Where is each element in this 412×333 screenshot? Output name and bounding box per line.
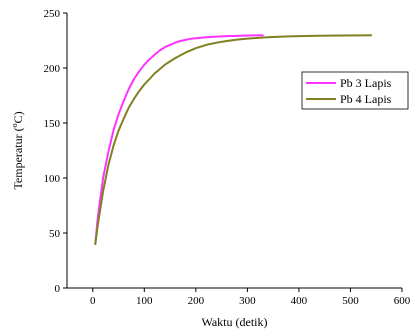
y-ticks: 0 50 100 150 200 250 [44, 8, 67, 295]
x-tick-label: 300 [239, 295, 256, 307]
y-tick-label: 0 [55, 283, 61, 295]
axes [66, 13, 402, 289]
x-ticks: 0 100 200 300 400 500 600 [90, 288, 411, 307]
x-tick-label: 200 [188, 295, 205, 307]
y-tick-label: 50 [49, 228, 61, 240]
x-axis-title: Waktu (detik) [201, 315, 267, 329]
y-axis-title: Temperatur (oC) [10, 111, 25, 189]
x-tick-label: 500 [342, 295, 359, 307]
series-line-2 [94, 34, 373, 245]
x-tick-label: 0 [90, 295, 96, 307]
series-line-1 [94, 34, 264, 245]
y-axis-title-end: C) [11, 111, 25, 123]
x-tick-label: 400 [291, 295, 308, 307]
legend: Pb 3 Lapis Pb 4 Lapis [301, 71, 409, 110]
legend-label-2: Pb 4 Lapis [340, 92, 392, 106]
x-tick-label: 600 [394, 295, 411, 307]
y-tick-label: 100 [44, 173, 61, 185]
y-tick-label: 150 [44, 118, 61, 130]
y-axis-title-main: Temperatur ( [11, 127, 25, 189]
y-tick-label: 250 [44, 8, 61, 20]
y-tick-label: 200 [44, 63, 61, 75]
legend-box [301, 71, 409, 110]
x-tick-label: 100 [136, 295, 153, 307]
y-axis-title-superscript: o [10, 123, 19, 127]
legend-label-1: Pb 3 Lapis [340, 76, 392, 90]
series-lines [94, 34, 373, 245]
legend-items: Pb 3 Lapis Pb 4 Lapis [306, 76, 392, 106]
